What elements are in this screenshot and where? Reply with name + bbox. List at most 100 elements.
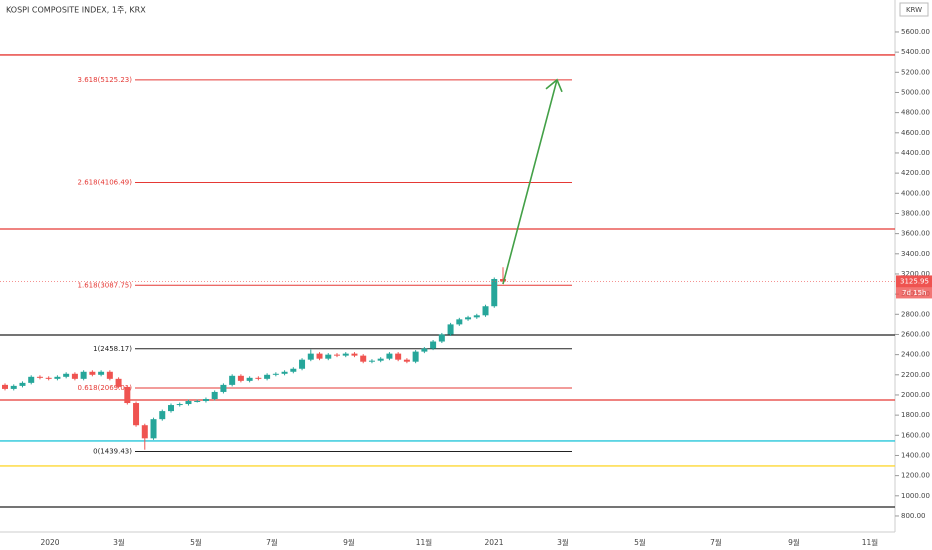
candle-body: [141, 425, 148, 439]
candle-body: [89, 371, 96, 375]
y-tick-label: 2600.00: [901, 330, 930, 338]
candle-body: [307, 353, 314, 360]
y-tick-label: 3400.00: [901, 250, 930, 258]
fib-label: 0.618(2069.01): [78, 384, 133, 392]
candle-body: [28, 376, 35, 383]
candle-body: [71, 373, 78, 379]
candle-body: [229, 375, 236, 385]
candle-body: [124, 386, 131, 404]
y-tick-label: 4200.00: [901, 169, 930, 177]
y-tick-label: 4800.00: [901, 109, 930, 117]
x-tick-label: 9월: [343, 537, 355, 547]
candle-body: [491, 279, 498, 307]
countdown-box: [896, 287, 932, 299]
x-tick-label: 7월: [710, 537, 722, 547]
candle-body: [299, 359, 306, 369]
fib-label: 1.618(3087.75): [78, 281, 133, 289]
candle-body: [473, 315, 480, 318]
candle-body: [430, 341, 437, 349]
y-tick-label: 2400.00: [901, 351, 930, 359]
candle-body: [342, 353, 349, 356]
y-tick-label: 1600.00: [901, 431, 930, 439]
candle-body: [211, 391, 218, 399]
candle-body: [2, 384, 8, 389]
candle-body: [465, 317, 472, 320]
fib-label: 2.618(4106.49): [78, 179, 133, 187]
chart-title: KOSPI COMPOSITE INDEX, 1주, KRX: [6, 6, 146, 15]
candle-body: [316, 353, 323, 359]
y-tick-label: 1000.00: [901, 492, 930, 500]
countdown-label: 7d 15h: [902, 289, 926, 297]
candle-body: [220, 384, 227, 392]
candle-body: [115, 378, 122, 387]
candle-body: [98, 371, 105, 375]
fib-label: 0(1439.43): [93, 447, 132, 455]
candle-body: [264, 374, 271, 379]
y-tick-label: 5600.00: [901, 28, 930, 36]
candle-body: [421, 348, 428, 352]
candle-body: [351, 353, 358, 356]
candle-body: [106, 371, 113, 379]
y-tick-label: 5000.00: [901, 88, 930, 96]
last-price-box: [896, 275, 932, 288]
x-tick-label: 11월: [416, 537, 433, 547]
currency: KRW: [906, 6, 922, 14]
fib-label: 3.618(5125.23): [78, 76, 133, 84]
candle-body: [54, 376, 61, 379]
candle-body: [386, 353, 393, 359]
candle-body: [202, 399, 209, 402]
x-tick-label: 2021: [484, 538, 503, 547]
candle-body: [447, 324, 454, 335]
fib-label: 1(2458.17): [93, 345, 132, 353]
candle-body: [133, 403, 140, 426]
candle-body: [500, 279, 506, 282]
currency-box: [899, 2, 929, 17]
y-tick-label: 4400.00: [901, 149, 930, 157]
candle-body: [272, 373, 279, 375]
candle-body: [63, 373, 70, 377]
y-tick-label: 3800.00: [901, 209, 930, 217]
candle-body: [246, 377, 253, 381]
candle-body: [412, 351, 419, 362]
candle-body: [438, 334, 445, 342]
candle-body: [150, 419, 157, 439]
candle-body: [255, 377, 262, 379]
x-tick-label: 7월: [266, 537, 278, 547]
y-tick-label: 3600.00: [901, 230, 930, 238]
candle-body: [281, 371, 288, 374]
last-price-label: 3125.95: [900, 277, 929, 285]
candle-body: [10, 385, 17, 389]
x-tick-label: 3월: [557, 537, 569, 547]
candle-body: [368, 360, 375, 362]
y-tick-label: 1200.00: [901, 472, 930, 480]
candle-body: [334, 354, 340, 356]
candle-body: [237, 375, 244, 381]
x-tick-label: 9월: [788, 537, 800, 547]
x-tick-label: 5월: [634, 537, 646, 547]
y-tick-label: 800.00: [901, 512, 926, 520]
x-tick-label: 3월: [113, 537, 125, 547]
x-tick-label: 2020: [40, 538, 59, 547]
x-tick-label: 11월: [862, 537, 879, 547]
candle-body: [176, 404, 183, 406]
y-tick-label: 3200.00: [901, 270, 930, 278]
y-tick-label: 1400.00: [901, 451, 930, 459]
candle-body: [159, 411, 166, 420]
candle-body: [185, 401, 192, 405]
candle-body: [395, 353, 402, 360]
candle-body: [80, 371, 87, 379]
candle-body: [168, 405, 174, 412]
y-tick-label: 2000.00: [901, 391, 930, 399]
candle-body: [290, 368, 297, 372]
y-tick-label: 5400.00: [901, 48, 930, 56]
candle-body: [45, 377, 52, 379]
candle-body: [36, 376, 43, 378]
candle-body: [456, 319, 463, 325]
y-tick-label: 5200.00: [901, 68, 930, 76]
x-tick-label: 5월: [190, 537, 202, 547]
candle-body: [19, 382, 26, 386]
y-tick-label: 2200.00: [901, 371, 930, 379]
y-tick-label: 4000.00: [901, 189, 930, 197]
arrow-head: [545, 78, 563, 93]
